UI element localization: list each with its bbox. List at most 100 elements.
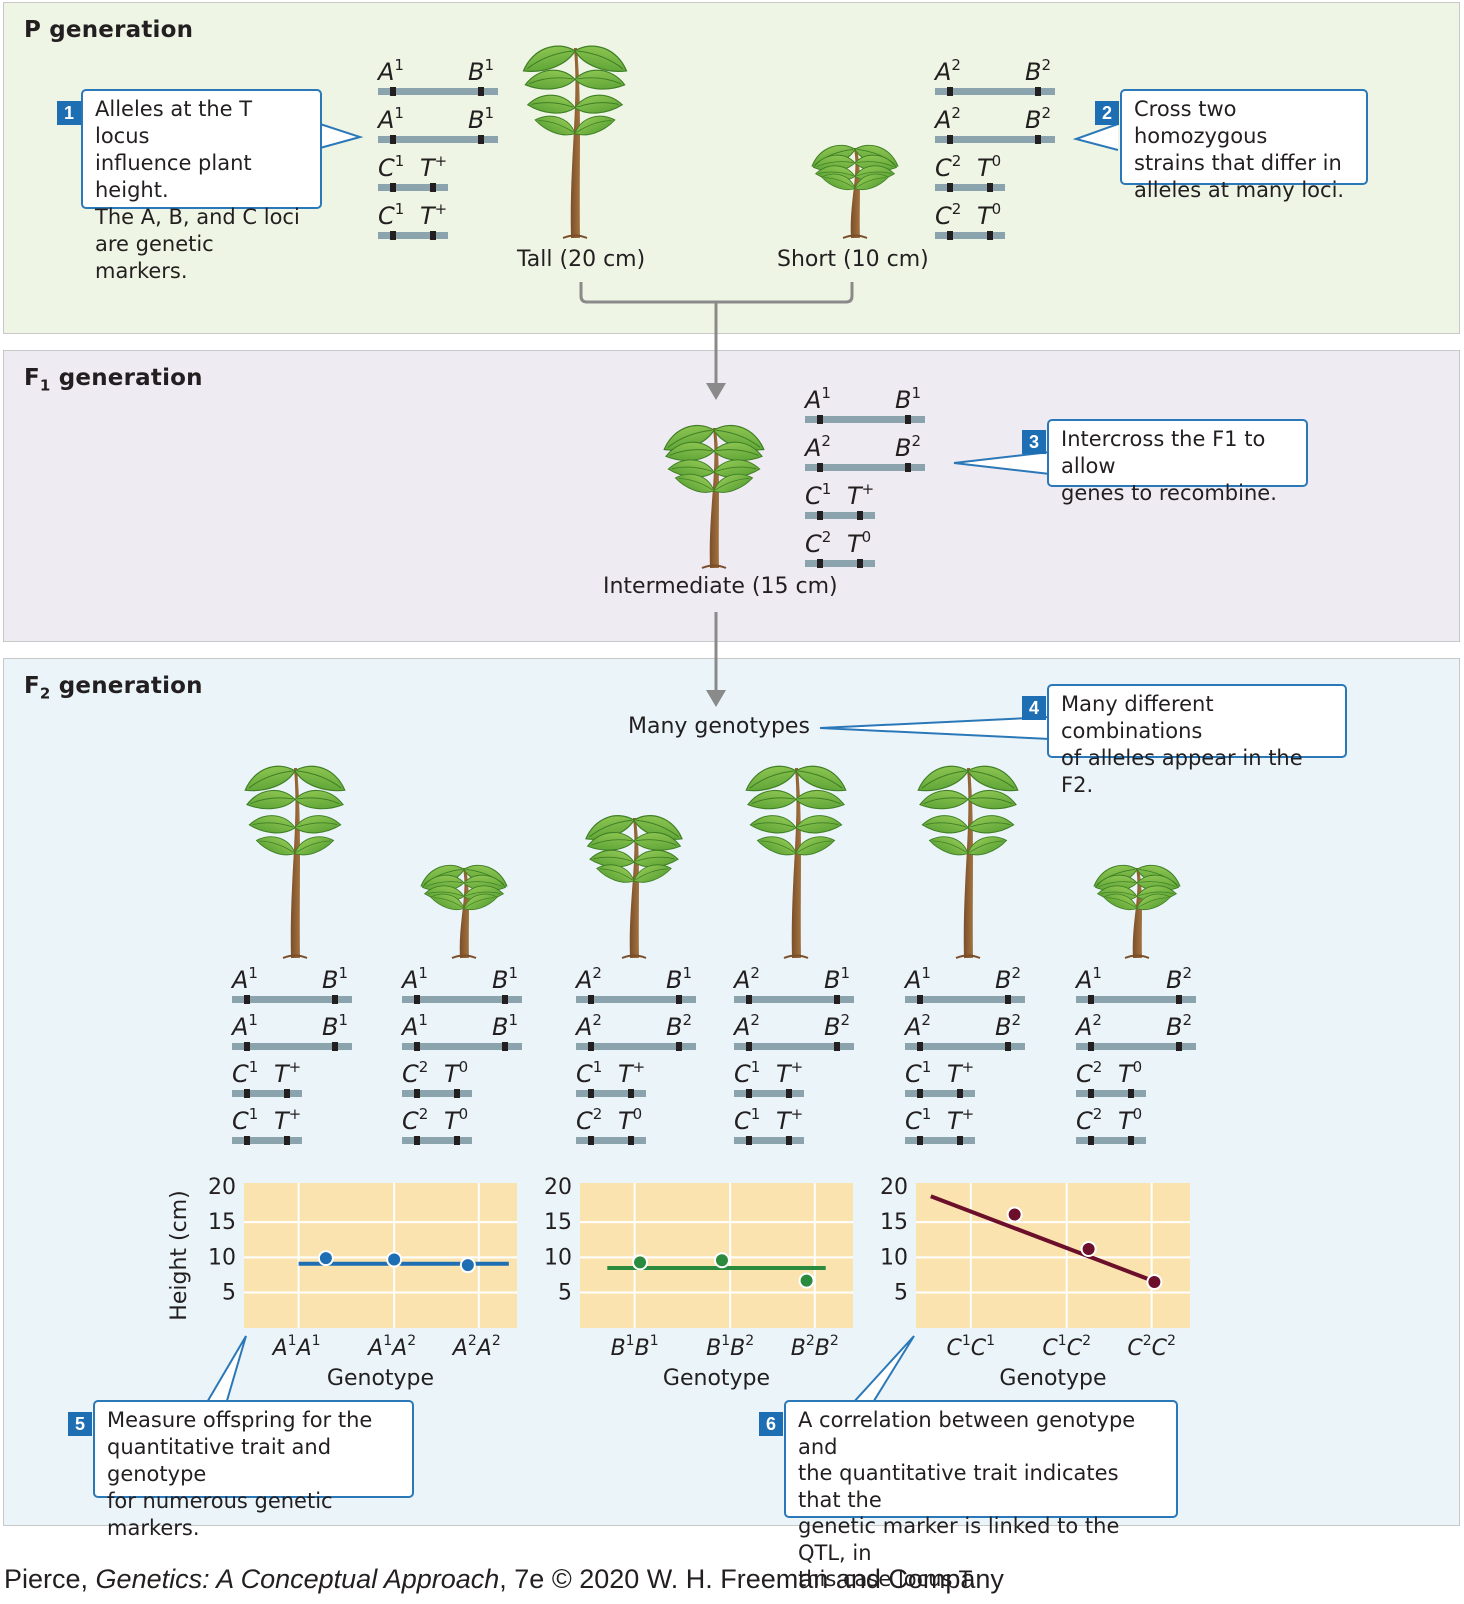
allele-B2: B2 xyxy=(995,1011,1021,1041)
allele-A1: A1 xyxy=(230,1011,258,1041)
chromosome-long-2 xyxy=(402,1043,522,1050)
data-point xyxy=(459,1257,476,1274)
chromosome-short-4 xyxy=(805,560,875,567)
plot-area xyxy=(244,1183,517,1328)
allele-T+: T+ xyxy=(274,1105,301,1135)
data-point xyxy=(798,1272,815,1289)
x-tick-label: B1B2 xyxy=(706,1333,754,1361)
allele-B2: B2 xyxy=(895,432,921,462)
y-tick-label: 10 xyxy=(880,1245,908,1270)
chromosome-short-3 xyxy=(402,1090,472,1097)
data-point xyxy=(1006,1206,1023,1223)
callout-2: Cross two homozygous strains that differ… xyxy=(1120,89,1368,202)
p-tall-chromosomes: A1 B1 A1 B1 C1 T+ C1 T+ xyxy=(376,56,498,240)
callout-6-pointer xyxy=(851,1335,915,1405)
allele-C2: C2 xyxy=(935,152,961,182)
x-axis-title: Genotype xyxy=(999,1366,1106,1391)
allele-B2: B2 xyxy=(1166,1011,1192,1041)
trend-line xyxy=(930,1194,1163,1287)
f2-plant-5 xyxy=(913,755,1023,959)
callout-2-text: Cross two homozygous strains that differ… xyxy=(1134,97,1345,202)
callout-5-text: Measure offspring for the quantitative t… xyxy=(107,1408,373,1540)
allele-B1: B1 xyxy=(492,964,518,994)
allele-T+: T+ xyxy=(274,1058,301,1088)
f1-chromosomes: A1 B1 A2 B2 C1 T+ C2 T0 xyxy=(803,384,925,568)
cross-bracket xyxy=(579,282,854,385)
data-point xyxy=(317,1250,334,1267)
x-tick-label: C2C2 xyxy=(1127,1333,1176,1361)
allele-T0: T0 xyxy=(1118,1105,1142,1135)
callout-2-pointer xyxy=(1072,123,1119,151)
allele-B1: B1 xyxy=(322,964,348,994)
y-tick-label: 5 xyxy=(558,1280,572,1305)
allele-B2: B2 xyxy=(1025,56,1051,86)
allele-C1: C1 xyxy=(378,200,404,230)
chromosome-short-4 xyxy=(905,1137,975,1144)
allele-A1: A1 xyxy=(1074,964,1102,994)
chromosome-short-3 xyxy=(378,184,448,191)
f2-generation-title: F2 generation xyxy=(24,673,203,703)
allele-C2: C2 xyxy=(402,1105,428,1135)
allele-T0: T0 xyxy=(618,1105,642,1135)
chromosome-long-1 xyxy=(232,996,352,1003)
allele-C1: C1 xyxy=(576,1058,602,1088)
x-tick-label: C1C2 xyxy=(1042,1333,1091,1361)
data-point xyxy=(632,1254,649,1271)
allele-B2: B2 xyxy=(824,1011,850,1041)
arrow-head-f2 xyxy=(706,690,726,707)
tall-plant-label: Tall (20 cm) xyxy=(517,247,646,272)
allele-B1: B1 xyxy=(895,384,921,414)
allele-C2: C2 xyxy=(576,1105,602,1135)
chromosome-long-1 xyxy=(576,996,696,1003)
allele-C1: C1 xyxy=(232,1058,258,1088)
chromosome-long-2 xyxy=(232,1043,352,1050)
allele-A1: A1 xyxy=(803,384,831,414)
allele-C2: C2 xyxy=(805,528,831,558)
chromosome-short-4 xyxy=(378,232,448,239)
callout-3: Intercross the F1 to allow genes to reco… xyxy=(1047,419,1308,505)
allele-T+: T+ xyxy=(776,1105,803,1135)
callout-5: Measure offspring for the quantitative t… xyxy=(93,1400,414,1540)
f2-chromosomes-6: A1 B2 A2 B2 C2 T0 C2 T0 xyxy=(1074,964,1196,1145)
allele-C2: C2 xyxy=(935,200,961,230)
data-point xyxy=(1080,1240,1097,1257)
footer-credit: Pierce, Genetics: A Conceptual Approach,… xyxy=(4,1564,1004,1594)
allele-A1: A1 xyxy=(400,964,428,994)
allele-A2: A2 xyxy=(803,432,831,462)
chromosome-long-1 xyxy=(935,88,1055,95)
chromosome-short-3 xyxy=(905,1090,975,1097)
callout-1-text: Alleles at the T locus influence plant h… xyxy=(95,97,300,283)
f2-chromosomes-2: A1 B1 A1 B1 C2 T0 C2 T0 xyxy=(400,964,522,1145)
allele-A1: A1 xyxy=(230,964,258,994)
allele-C1: C1 xyxy=(805,480,831,510)
allele-B1: B1 xyxy=(666,964,692,994)
allele-C1: C1 xyxy=(905,1105,931,1135)
chromosome-long-1 xyxy=(805,416,925,423)
allele-A2: A2 xyxy=(1074,1011,1102,1041)
chromosome-short-4 xyxy=(734,1137,804,1144)
allele-C1: C1 xyxy=(232,1105,258,1135)
callout-4-text: Many different combinations of alleles a… xyxy=(1061,692,1303,797)
chromosome-short-4 xyxy=(1076,1137,1146,1144)
chart-2: 5 10 15 20 B1B1 B1B2 B2B2 Genotype xyxy=(544,1175,853,1391)
f2-plant-1 xyxy=(240,755,350,959)
allele-T+: T+ xyxy=(847,480,874,510)
many-genotypes-label: Many genotypes xyxy=(628,714,810,739)
allele-T+: T+ xyxy=(420,200,447,230)
x-tick-label: A1A2 xyxy=(366,1333,416,1361)
x-tick-label: A1A1 xyxy=(271,1333,321,1361)
callout-4-pointer xyxy=(819,716,1051,740)
p-generation-title: P generation xyxy=(24,17,194,43)
chromosome-long-2 xyxy=(576,1043,696,1050)
callout-1: Alleles at the T locus influence plant h… xyxy=(81,89,322,283)
f2-plant-4 xyxy=(741,755,851,959)
chromosome-short-3 xyxy=(935,184,1005,191)
allele-A2: A2 xyxy=(574,964,602,994)
chromosome-long-1 xyxy=(378,88,498,95)
allele-C1: C1 xyxy=(905,1058,931,1088)
allele-B2: B2 xyxy=(1166,964,1192,994)
chromosome-long-2 xyxy=(734,1043,854,1050)
step-badge-5: 5 xyxy=(68,1412,92,1436)
x-tick-label: B2B2 xyxy=(791,1333,839,1361)
